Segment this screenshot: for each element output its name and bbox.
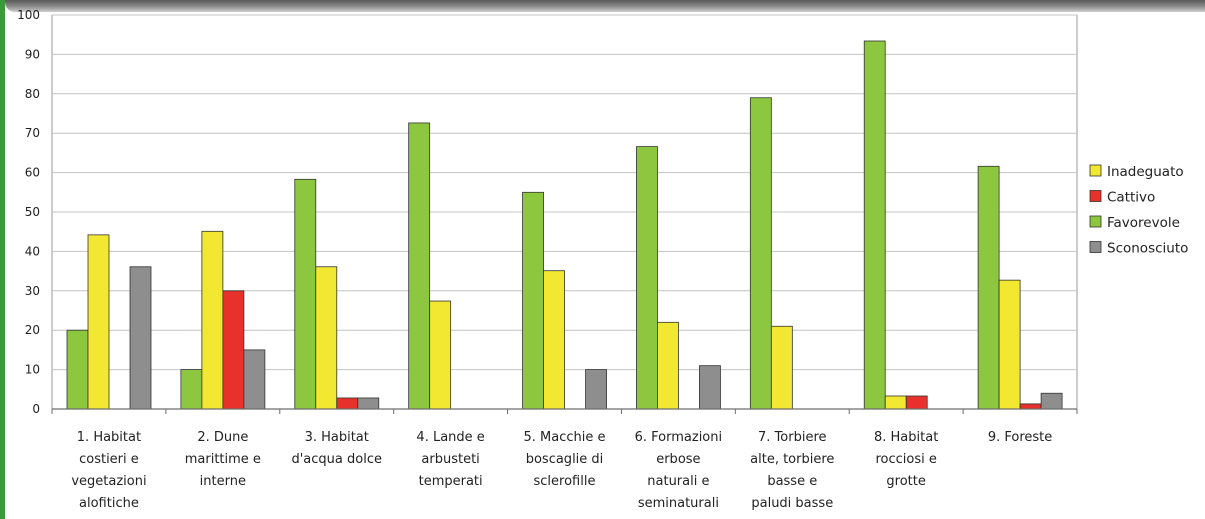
y-tick-label-10: 10: [25, 363, 40, 377]
bar-favorevole-3: [294, 178, 317, 410]
bar-favorevole-9: [977, 165, 1000, 410]
y-tick-label-40: 40: [25, 244, 40, 258]
bar-inadeguato-5: [543, 270, 565, 410]
bar-cattivo-9: [1019, 403, 1042, 410]
y-tick-label-80: 80: [25, 87, 40, 101]
y-tick-label-100: 100: [17, 8, 40, 22]
legend-label-cattivo: Cattivo: [1107, 190, 1155, 206]
y-tick-label-90: 90: [25, 47, 40, 61]
x-tick-label-8: 8. Habitat rocciosi e grotte: [874, 430, 938, 489]
bars: [66, 40, 1063, 410]
x-tick-label-5: 5. Macchie e boscaglie di sclerofille: [524, 430, 606, 489]
bar-inadeguato-3: [315, 266, 338, 410]
left-accent-bar: [0, 0, 5, 519]
x-tick-label-7: 7. Torbiere alte, torbiere basse e paludi b…: [750, 430, 834, 511]
legend-label-inadeguato: Inadeguato: [1107, 164, 1184, 180]
bar-inadeguato-8: [884, 395, 907, 410]
legend-label-sconosciuto: Sconosciuto: [1107, 241, 1188, 257]
x-tick-label-4: 4. Lande e arbusteti temperati: [416, 430, 484, 489]
legend-swatch-sconosciuto: [1089, 241, 1102, 253]
bar-favorevole-8: [863, 40, 886, 410]
bar-cattivo-3: [336, 397, 359, 410]
bar-favorevole-2: [180, 369, 203, 410]
x-tick-label-2: 2. Dune marittime e interne: [185, 430, 261, 489]
bar-inadeguato-6: [657, 321, 679, 410]
y-tick-label-70: 70: [25, 126, 40, 140]
axes: 0 10 20 30 40 50 60 70 80 90 100 1. Habitat costieri…: [17, 8, 1078, 511]
bar-sconosciuto-1: [129, 266, 152, 410]
legend: Inadeguato Cattivo Favorevole Sconosciuto: [1089, 164, 1188, 257]
bar-cattivo-2: [222, 290, 245, 410]
bar-favorevole-1: [66, 329, 89, 410]
x-tick-label-6: 6. Formazioni erbose naturali e seminatural…: [635, 430, 723, 511]
legend-swatch-cattivo: [1089, 190, 1102, 202]
bar-favorevole-5: [522, 191, 544, 410]
bar-sconosciuto-9: [1040, 392, 1063, 410]
legend-swatch-favorevole: [1089, 215, 1102, 228]
x-tick-label-9: 9. Foreste: [988, 430, 1052, 445]
legend-swatch-inadeguato: [1089, 164, 1102, 177]
bar-favorevole-7: [749, 97, 772, 410]
x-tick-label-1: 1. Habitat costieri e vegetazioni alofitich…: [71, 430, 146, 511]
bar-inadeguato-9: [998, 279, 1021, 410]
legend-label-favorevole: Favorevole: [1107, 215, 1180, 231]
bar-cattivo-8: [905, 395, 928, 410]
bar-favorevole-4: [408, 122, 431, 410]
bar-sconosciuto-6: [699, 365, 721, 410]
bar-sconosciuto-3: [357, 397, 380, 410]
y-tick-label-30: 30: [25, 284, 40, 298]
bar-inadeguato-1: [87, 234, 110, 410]
y-tick-label-60: 60: [25, 166, 40, 180]
bar-favorevole-6: [636, 146, 658, 410]
bar-sconosciuto-5: [585, 369, 607, 410]
bar-inadeguato-4: [429, 300, 452, 410]
x-tick-label-3: 3. Habitat d'acqua dolce: [291, 430, 382, 467]
y-tick-label-20: 20: [25, 323, 40, 337]
bar-sconosciuto-2: [243, 349, 266, 410]
y-tick-label-50: 50: [25, 205, 40, 219]
top-decorative-band: [5, 0, 1205, 12]
bar-inadeguato-2: [201, 230, 224, 410]
y-tick-label-0: 0: [32, 402, 40, 416]
bar-inadeguato-7: [770, 325, 793, 410]
